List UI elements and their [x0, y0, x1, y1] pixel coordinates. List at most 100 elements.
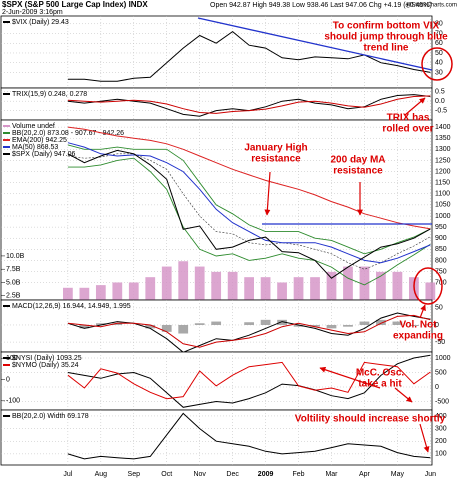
arrow [319, 366, 381, 389]
annotation: To confirm bottom VIX [333, 21, 440, 32]
bar [145, 277, 156, 300]
bar [161, 324, 172, 332]
y2-tick-label: 2.5B [6, 293, 21, 300]
bar [343, 266, 353, 300]
y-tick-label: 50 [435, 50, 443, 57]
legend-label: TRIX(15,9) 0.248, 0.278 [12, 91, 87, 98]
y2-tick-label: 0 [6, 376, 10, 383]
x-tick-label: 2009 [258, 471, 274, 478]
band-upper [67, 144, 431, 255]
legend-label: $NYSI (Daily) 1093.25 [12, 355, 82, 362]
annotation: McC. Osc. [356, 368, 405, 379]
bar [326, 324, 337, 329]
x-tick-label: Jul [63, 471, 72, 478]
legend-label: BB(20,2.0) Width 69.178 [12, 413, 89, 420]
bar [408, 324, 419, 326]
series-line [67, 354, 431, 408]
bar [376, 319, 386, 325]
band-middle [67, 153, 431, 270]
y-tick-label: 800 [435, 257, 447, 264]
y-tick-label: 300 [435, 425, 447, 432]
bar [178, 261, 189, 300]
band-lower [67, 157, 431, 286]
y2-tick-label: 100 [6, 355, 18, 362]
y-tick-label: 30 [435, 69, 443, 76]
bar [293, 277, 304, 300]
bar [260, 319, 271, 325]
y-tick-label: 1300 [435, 146, 451, 153]
x-tick-label: Aug [95, 471, 108, 478]
bar [260, 277, 271, 300]
legend-label: $SPX (Daily) 947.06 [12, 151, 76, 158]
arrow [419, 423, 430, 453]
x-tick-label: Jun [425, 471, 436, 478]
bar [227, 271, 238, 300]
legend-label: MA(50) 868.53 [12, 144, 58, 151]
y-tick-label: 1400 [435, 124, 451, 131]
y-tick-label: 50 [435, 305, 443, 312]
bar [63, 287, 73, 300]
header-quote: Open 942.87 High 949.38 Low 938.46 Last … [210, 2, 432, 9]
bar [359, 321, 370, 325]
bar [194, 323, 205, 325]
series-line [67, 95, 431, 114]
y-tick-label: 70 [435, 30, 443, 37]
bar [178, 324, 189, 334]
x-tick-label: Sep [128, 471, 141, 478]
series-line [67, 30, 431, 82]
annotation: Vol. Not [399, 320, 437, 331]
bar [392, 321, 403, 325]
bar [112, 323, 123, 325]
x-tick-label: Apr [359, 471, 371, 478]
y2-tick-label: 10.0B [6, 253, 25, 260]
panel-frame [0, 87, 433, 121]
y-tick-label: 1250 [435, 157, 451, 164]
y-tick-label: 0 [435, 322, 439, 329]
bar [293, 324, 304, 327]
bar [343, 324, 353, 327]
y-tick-label: 500 [435, 369, 447, 376]
y-tick-label: 80 [435, 21, 443, 28]
bar [310, 277, 320, 300]
bar [310, 324, 320, 327]
panel-frame [0, 299, 433, 353]
arrow [264, 171, 271, 216]
y-tick-label: 0.5 [435, 89, 445, 96]
y-tick-label: 1000 [435, 213, 451, 220]
header-date: 2-Jun-2009 3:16pm [2, 9, 63, 16]
series-line [67, 142, 431, 264]
y-tick-label: -50 [435, 339, 445, 346]
bar [194, 266, 205, 300]
highlight-circle [413, 267, 443, 305]
annotation: rolled over [382, 124, 433, 135]
x-tick-label: Mar [325, 471, 338, 478]
y-tick-label: 1000 [435, 355, 451, 362]
y-tick-label: 1150 [435, 180, 450, 187]
y-tick-label: 100 [435, 451, 447, 458]
y-tick-label: 60 [435, 40, 443, 47]
annotation: resistance [333, 166, 383, 177]
bar [425, 324, 436, 325]
bar [244, 322, 254, 325]
y-tick-label: 0 [435, 384, 439, 391]
arrow [394, 387, 413, 403]
x-tick-label: May [391, 471, 405, 478]
y-tick-label: 40 [435, 60, 443, 67]
annotation: 200 day MA [330, 155, 385, 166]
bar [95, 285, 106, 300]
header-credit: @StockCharts.com [405, 3, 457, 9]
y-tick-label: 1200 [435, 168, 451, 175]
highlight-circle [421, 47, 453, 81]
bar [161, 266, 172, 300]
y-tick-label: 700 [435, 280, 447, 287]
trend-line [197, 17, 433, 71]
bar [112, 282, 123, 300]
bar [277, 282, 287, 300]
bar [211, 321, 222, 325]
annotation: Voltility should increase shortly [295, 414, 446, 425]
bar [425, 282, 436, 300]
panel-frame [0, 15, 433, 89]
bar [326, 271, 337, 300]
arrow [404, 97, 426, 116]
